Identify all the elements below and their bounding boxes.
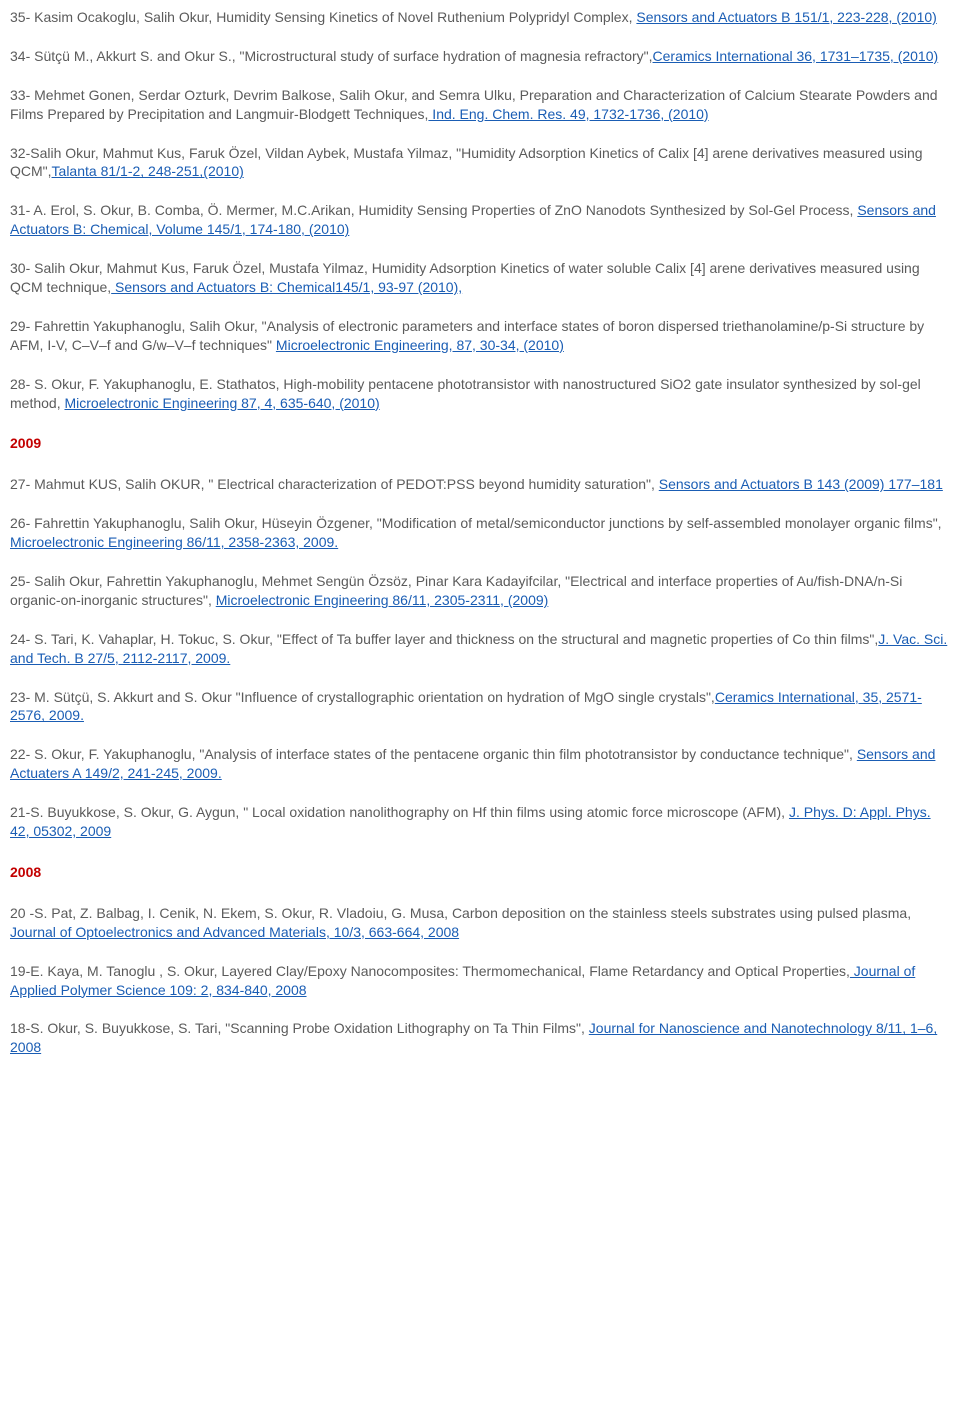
citation-text: 21-S. Buyukkose, S. Okur, G. Aygun, " Lo…: [10, 804, 789, 820]
publication-entry: 29- Fahrettin Yakuphanoglu, Salih Okur, …: [10, 317, 950, 355]
year-heading: 2008: [10, 863, 950, 882]
citation-text: 19-E. Kaya, M. Tanoglu , S. Okur, Layere…: [10, 963, 850, 979]
publication-entry: 24- S. Tari, K. Vahaplar, H. Tokuc, S. O…: [10, 630, 950, 668]
year-heading: 2009: [10, 434, 950, 453]
publication-entry: 26- Fahrettin Yakuphanoglu, Salih Okur, …: [10, 514, 950, 552]
publication-entry: 31- A. Erol, S. Okur, B. Comba, Ö. Merme…: [10, 201, 950, 239]
publications-list: 35- Kasim Ocakoglu, Salih Okur, Humidity…: [10, 8, 950, 1057]
citation-text: 18-S. Okur, S. Buyukkose, S. Tari, "Scan…: [10, 1020, 589, 1036]
journal-link[interactable]: Microelectronic Engineering 86/11, 2305-…: [216, 592, 549, 608]
journal-link[interactable]: Sensors and Actuators B: Chemical145/1, …: [111, 279, 462, 295]
journal-link[interactable]: Ceramics International 36, 1731–1735, (2…: [653, 48, 939, 64]
publication-entry: 20 -S. Pat, Z. Balbag, I. Cenik, N. Ekem…: [10, 904, 950, 942]
publication-entry: 34- Sütçü M., Akkurt S. and Okur S., "Mi…: [10, 47, 950, 66]
publication-entry: 27- Mahmut KUS, Salih OKUR, " Electrical…: [10, 475, 950, 494]
journal-link[interactable]: Sensors and Actuators B 151/1, 223-228, …: [636, 9, 936, 25]
citation-text: 24- S. Tari, K. Vahaplar, H. Tokuc, S. O…: [10, 631, 878, 647]
journal-link[interactable]: Microelectronic Engineering 86/11, 2358-…: [10, 534, 338, 550]
citation-text: 23- M. Sütçü, S. Akkurt and S. Okur "Inf…: [10, 689, 715, 705]
publication-entry: 25- Salih Okur, Fahrettin Yakuphanoglu, …: [10, 572, 950, 610]
publication-entry: 19-E. Kaya, M. Tanoglu , S. Okur, Layere…: [10, 962, 950, 1000]
publication-entry: 23- M. Sütçü, S. Akkurt and S. Okur "Inf…: [10, 688, 950, 726]
journal-link[interactable]: Ind. Eng. Chem. Res. 49, 1732-1736, (201…: [428, 106, 708, 122]
publication-entry: 21-S. Buyukkose, S. Okur, G. Aygun, " Lo…: [10, 803, 950, 841]
publication-entry: 28- S. Okur, F. Yakuphanoglu, E. Stathat…: [10, 375, 950, 413]
publication-entry: 32-Salih Okur, Mahmut Kus, Faruk Özel, V…: [10, 144, 950, 182]
journal-link[interactable]: Journal of Optoelectronics and Advanced …: [10, 924, 459, 940]
publication-entry: 30- Salih Okur, Mahmut Kus, Faruk Özel, …: [10, 259, 950, 297]
citation-text: 34- Sütçü M., Akkurt S. and Okur S., "Mi…: [10, 48, 653, 64]
citation-text: 26- Fahrettin Yakuphanoglu, Salih Okur, …: [10, 515, 942, 531]
citation-text: 22- S. Okur, F. Yakuphanoglu, "Analysis …: [10, 746, 857, 762]
journal-link[interactable]: Talanta 81/1-2, 248-251,(2010): [52, 163, 244, 179]
journal-link[interactable]: Sensors and Actuators B 143 (2009) 177–1…: [659, 476, 943, 492]
publication-entry: 35- Kasim Ocakoglu, Salih Okur, Humidity…: [10, 8, 950, 27]
publication-entry: 33- Mehmet Gonen, Serdar Ozturk, Devrim …: [10, 86, 950, 124]
publication-entry: 18-S. Okur, S. Buyukkose, S. Tari, "Scan…: [10, 1019, 950, 1057]
citation-text: 35- Kasim Ocakoglu, Salih Okur, Humidity…: [10, 9, 636, 25]
citation-text: 27- Mahmut KUS, Salih OKUR, " Electrical…: [10, 476, 659, 492]
journal-link[interactable]: Microelectronic Engineering 87, 4, 635-6…: [64, 395, 379, 411]
publication-entry: 22- S. Okur, F. Yakuphanoglu, "Analysis …: [10, 745, 950, 783]
citation-text: 31- A. Erol, S. Okur, B. Comba, Ö. Merme…: [10, 202, 857, 218]
journal-link[interactable]: Microelectronic Engineering, 87, 30-34, …: [276, 337, 564, 353]
citation-text: 20 -S. Pat, Z. Balbag, I. Cenik, N. Ekem…: [10, 905, 911, 921]
